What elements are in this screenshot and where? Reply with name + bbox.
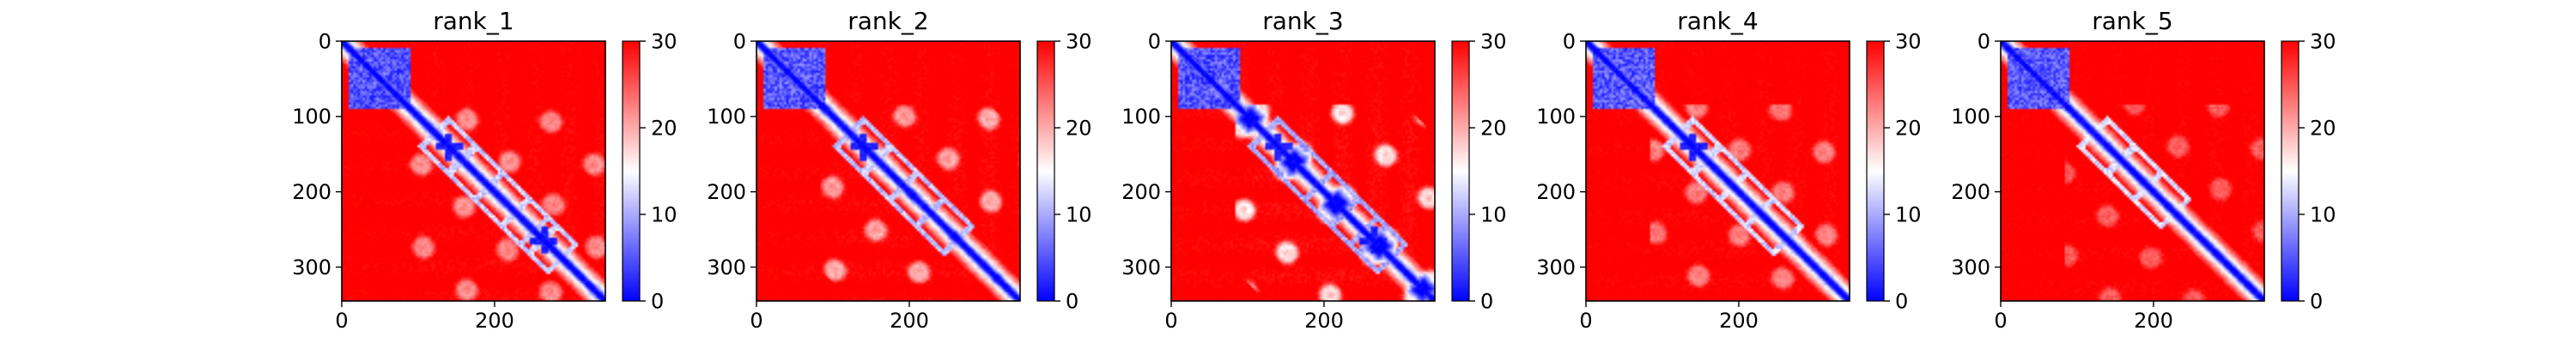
panel-title: rank_2 — [848, 7, 928, 35]
colorbar-tick-label: 10 — [651, 202, 677, 226]
y-tick-label: 300 — [1536, 256, 1576, 280]
colorbar-tick-label: 10 — [2310, 202, 2336, 226]
heatmap-image — [1586, 41, 1850, 301]
y-tick-label: 300 — [1121, 256, 1161, 280]
y-tick-label: 300 — [1951, 256, 1990, 280]
heatmap-panel-4: rank_4 0 200 0 100 200 300 0 10 20 30 — [1536, 7, 1921, 333]
colorbar-tick-label: 0 — [1895, 289, 1908, 313]
heatmap-image — [1171, 41, 1435, 301]
y-tick-label: 200 — [1121, 180, 1161, 204]
y-tick-label: 200 — [1536, 180, 1576, 204]
panel-title: rank_3 — [1262, 7, 1343, 35]
y-tick-label: 200 — [707, 180, 746, 204]
y-tick-label: 200 — [1951, 180, 1990, 204]
x-tick-label: 200 — [1304, 309, 1344, 333]
heatmap-image — [342, 41, 605, 301]
x-tick-label: 200 — [1719, 309, 1759, 333]
colorbar — [1036, 40, 1055, 302]
y-tick-label: 200 — [292, 180, 331, 204]
x-tick-label: 0 — [1579, 309, 1592, 333]
y-tick-label: 100 — [1121, 105, 1161, 129]
x-tick-label: 0 — [750, 309, 762, 333]
y-tick-label: 0 — [733, 29, 746, 53]
x-tick-label: 0 — [1994, 309, 2007, 333]
panel-title: rank_1 — [433, 7, 513, 35]
heatmap-image — [2001, 41, 2264, 301]
y-tick-label: 0 — [319, 29, 331, 53]
axes-frame — [756, 40, 1021, 302]
axes-frame — [341, 40, 606, 302]
y-tick-label: 100 — [292, 105, 331, 129]
colorbar-tick-label: 10 — [1480, 202, 1507, 226]
heatmap-panel-3: rank_3 0 200 0 100 200 300 0 10 20 30 — [1121, 7, 1506, 333]
x-tick-label: 0 — [1164, 309, 1177, 333]
x-tick-label: 200 — [890, 309, 929, 333]
colorbar-tick-label: 20 — [1895, 116, 1922, 140]
heatmap-panel-2: rank_2 0 200 0 100 200 300 0 10 20 30 — [707, 7, 1091, 333]
colorbar — [1451, 40, 1470, 302]
y-tick-label: 100 — [707, 105, 746, 129]
heatmap-image — [756, 41, 1020, 301]
y-tick-label: 0 — [1978, 29, 1990, 53]
colorbar-tick-label: 20 — [1480, 116, 1507, 140]
colorbar-tick-label: 10 — [1066, 202, 1092, 226]
colorbar — [2281, 40, 2300, 302]
heatmap-panel-5: rank_5 0 200 0 100 200 300 0 10 20 30 — [1951, 7, 2336, 333]
y-tick-label: 100 — [1536, 105, 1576, 129]
colorbar-tick-label: 30 — [1066, 29, 1092, 53]
x-tick-label: 0 — [335, 309, 348, 333]
colorbar-tick-label: 0 — [1480, 289, 1493, 313]
axes-frame — [1170, 40, 1436, 302]
colorbar-tick-label: 30 — [651, 29, 677, 53]
colorbar-tick-label: 20 — [651, 116, 677, 140]
axes-frame — [1585, 40, 1850, 302]
axes-frame — [2000, 40, 2265, 302]
colorbar-tick-label: 30 — [1480, 29, 1507, 53]
y-tick-label: 300 — [292, 256, 331, 280]
x-tick-label: 200 — [2134, 309, 2173, 333]
colorbar-tick-label: 30 — [2310, 29, 2336, 53]
x-tick-label: 200 — [475, 309, 514, 333]
colorbar — [622, 40, 641, 302]
y-tick-label: 100 — [1951, 105, 1990, 129]
y-tick-label: 300 — [707, 256, 746, 280]
colorbar — [1866, 40, 1885, 302]
colorbar-tick-label: 20 — [1066, 116, 1092, 140]
colorbar-tick-label: 20 — [2310, 116, 2336, 140]
panel-title: rank_5 — [2092, 7, 2172, 35]
colorbar-tick-label: 10 — [1895, 202, 1922, 226]
colorbar-tick-label: 0 — [1066, 289, 1078, 313]
y-tick-label: 0 — [1148, 29, 1161, 53]
colorbar-tick-label: 0 — [2310, 289, 2323, 313]
y-tick-label: 0 — [1563, 29, 1576, 53]
colorbar-tick-label: 0 — [651, 289, 664, 313]
colorbar-tick-label: 30 — [1895, 29, 1922, 53]
heatmap-panel-1: rank_1 0 200 0 100 200 300 0 10 20 30 — [292, 7, 677, 333]
panel-title: rank_4 — [1677, 7, 1758, 35]
